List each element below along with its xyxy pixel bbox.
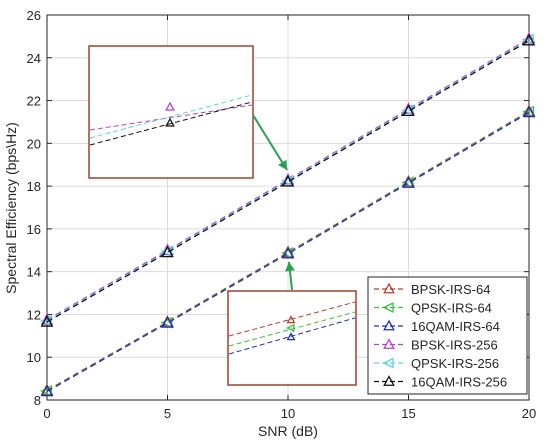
- y-tick-label: 18: [27, 179, 41, 194]
- legend-item: QPSK-IRS-64: [374, 301, 492, 316]
- data-point: [40, 385, 53, 398]
- inset-marker: [286, 323, 295, 333]
- y-tick-label: 12: [27, 307, 41, 322]
- legend-label: 16QAM-IRS-64: [411, 319, 500, 334]
- y-tick-label: 10: [27, 350, 41, 365]
- data-point: [522, 33, 536, 46]
- data-point: [522, 105, 535, 118]
- legend-marker: [382, 301, 394, 314]
- inset-marker: [165, 117, 175, 127]
- data-point: [161, 316, 174, 328]
- inset-marker: [286, 332, 296, 341]
- data-point: [402, 176, 415, 188]
- y-tick-label: 22: [27, 94, 41, 109]
- data-point: [281, 174, 295, 187]
- y-tick-label: 26: [27, 8, 41, 23]
- legend-label: 16QAM-IRS-256: [411, 375, 507, 390]
- x-axis-label: SNR (dB): [258, 423, 318, 439]
- data-point: [161, 245, 174, 258]
- legend-item: 16QAM-IRS-256: [374, 375, 507, 390]
- data-point: [40, 315, 54, 327]
- x-tick-label: 0: [43, 406, 50, 421]
- series-line: [46, 39, 530, 322]
- inset-lines: [228, 301, 356, 355]
- legend-marker: [383, 319, 395, 331]
- zoom-arrow: [252, 114, 288, 171]
- legend-label: QPSK-IRS-256: [411, 356, 499, 371]
- inset-frame: [227, 290, 357, 386]
- legend-item: 16QAM-IRS-64: [374, 319, 500, 334]
- y-tick-label: 20: [27, 136, 41, 151]
- inset-lines: [89, 94, 253, 146]
- legend: BPSK-IRS-64 QPSK-IRS-64 16QAM-IRS-64 BPSK-I…: [367, 276, 528, 395]
- legend-label: QPSK-IRS-64: [411, 301, 492, 316]
- y-tick-label: 14: [27, 265, 41, 280]
- legend-label: BPSK-IRS-256: [411, 338, 498, 353]
- series-layer: [40, 31, 536, 398]
- x-tick-label: 10: [281, 406, 295, 421]
- inset-marker: [286, 315, 296, 324]
- zoom-arrows: [252, 114, 295, 291]
- legend-item: QPSK-IRS-256: [374, 356, 499, 371]
- data-point: [281, 246, 295, 259]
- x-tick-label: 5: [164, 406, 171, 421]
- y-tick-label: 24: [27, 51, 41, 66]
- inset-marker: [165, 101, 175, 111]
- data-point: [281, 247, 294, 260]
- zoom-arrow-head: [284, 262, 295, 272]
- data-point: [402, 104, 415, 117]
- data-point: [401, 176, 414, 189]
- series-line: [46, 40, 530, 323]
- legend-marker: [383, 375, 395, 386]
- legend-marker: [382, 357, 394, 369]
- y-tick-label: 16: [27, 222, 41, 237]
- data-point: [160, 316, 173, 329]
- inset-series-line: [89, 94, 253, 139]
- zoom-arrow-head: [278, 159, 287, 170]
- legend-marker: [383, 282, 395, 294]
- inset-lower-zoom: [227, 290, 357, 386]
- legend-label: BPSK-IRS-64: [411, 282, 490, 297]
- x-tick-label: 15: [401, 406, 415, 421]
- inset-series-line: [228, 311, 356, 347]
- legend-item: BPSK-IRS-64: [374, 282, 490, 297]
- x-tick-label: 20: [522, 406, 536, 421]
- data-point: [522, 105, 536, 118]
- legend-box: [367, 276, 528, 395]
- series-line: [46, 111, 530, 393]
- legend-item: BPSK-IRS-256: [374, 338, 498, 353]
- legend-marker: [383, 338, 395, 349]
- series-16qam-irs-256: [40, 33, 536, 327]
- y-tick-label: 8: [34, 393, 41, 408]
- inset-series-line: [89, 101, 253, 146]
- series-line: [46, 37, 530, 321]
- inset-upper-zoom: [88, 45, 254, 179]
- inset-frame: [88, 45, 254, 179]
- y-axis-label: Spectral Efficiency (bps\Hz): [3, 122, 19, 294]
- axis-ticks: 0 5 10 15 20 8 10 12 14 16 18 20 22 24 26: [27, 8, 537, 421]
